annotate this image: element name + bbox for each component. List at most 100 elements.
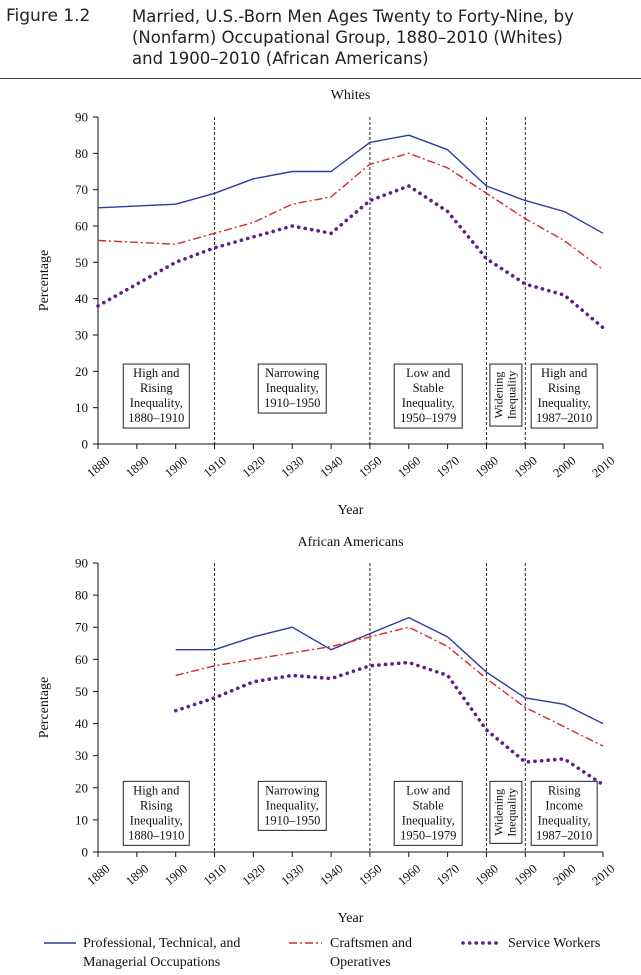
period-box-label: Stable: [413, 381, 445, 395]
period-box-label: Low and: [406, 783, 451, 797]
x-tick-label: 2000: [551, 454, 579, 481]
period-box-frame: [489, 363, 523, 427]
y-tick-label: 0: [82, 845, 89, 860]
x-tick-label: 1910: [201, 862, 229, 889]
period-box-label: 1910–1950: [264, 813, 320, 827]
y-axis-label: Percentage: [37, 250, 52, 311]
period-box-label: Inequality,: [266, 798, 319, 812]
x-tick-label: 1980: [473, 454, 501, 481]
legend-swatches: [44, 941, 502, 945]
period-box-label: Inequality,: [538, 396, 591, 410]
series-line-craftsmen: [175, 626, 604, 747]
chart-title: African Americans: [297, 535, 403, 550]
x-tick-label: 1910: [201, 454, 229, 481]
x-tick-label: 1880: [84, 862, 112, 889]
legend-item-craftsmen: Craftsmen and Operatives: [330, 934, 412, 972]
y-tick-label: 70: [75, 182, 88, 197]
x-tick-label: 1880: [84, 454, 112, 481]
period-box-label: High and: [133, 783, 180, 797]
x-tick-label: 1890: [123, 454, 151, 481]
y-tick-label: 10: [75, 400, 88, 415]
y-tick-label: 50: [75, 255, 88, 270]
x-tick-label: 1970: [434, 862, 462, 889]
x-tick-label: 1960: [395, 862, 423, 889]
period-box-label: 1987–2010: [536, 828, 592, 842]
x-tick-label: 1930: [279, 454, 307, 481]
period-box-label: Rising: [548, 783, 581, 797]
period-box-label: 1950–1979: [400, 828, 456, 842]
period-box-label: Widening: [492, 372, 506, 419]
legend-label: Operatives: [330, 955, 391, 970]
y-tick-label: 10: [75, 812, 88, 827]
period-box-frame: [257, 363, 327, 414]
figure-title-line: (Nonfarm) Occupational Group, 1880–2010 …: [132, 28, 563, 47]
period-box-label: 1987–2010: [536, 411, 592, 425]
period-box-label: Narrowing: [265, 783, 320, 797]
period-box-label: Income: [545, 798, 583, 812]
period-box-frame: [393, 780, 463, 846]
figure-title-line: Married, U.S.-Born Men Ages Twenty to Fo…: [132, 7, 574, 26]
period-box-label: 1910–1950: [264, 396, 320, 410]
period-box: Widening Inequality: [489, 363, 523, 427]
period-box-frame: [530, 780, 598, 846]
legend-item-service: Service Workers: [508, 934, 600, 953]
x-tick-label: 2000: [551, 862, 579, 889]
period-box-label: Narrowing: [265, 366, 320, 380]
chart-title: Whites: [331, 88, 371, 103]
x-tick-label: 2010: [589, 454, 617, 481]
y-tick-label: 80: [75, 146, 88, 161]
period-box-label: High and: [541, 366, 588, 380]
y-tick-label: 50: [75, 684, 88, 699]
period-box-frame: [257, 780, 327, 831]
legend: Professional, Technical, and Managerial …: [0, 934, 641, 974]
y-tick-label: 40: [75, 291, 88, 306]
period-box-frame: [489, 780, 523, 844]
series-line-service: [96, 184, 605, 330]
y-tick-label: 60: [75, 219, 88, 234]
y-tick-label: 90: [75, 110, 88, 125]
figure-title: Married, U.S.-Born Men Ages Twenty to Fo…: [132, 6, 636, 69]
y-tick-label: 80: [75, 588, 88, 603]
x-axis-label: Year: [338, 911, 364, 926]
header-rule: [0, 78, 641, 79]
legend-item-professional: Professional, Technical, and Managerial …: [83, 934, 240, 972]
period-box-label: Stable: [413, 798, 445, 812]
x-tick-label: 1920: [240, 454, 268, 481]
legend-label: Professional, Technical, and: [83, 936, 241, 951]
period-box-label: Inequality,: [130, 813, 183, 827]
x-tick-label: 1950: [356, 862, 384, 889]
period-box-label: Low and: [406, 366, 451, 380]
period-box-frame: [530, 363, 598, 429]
x-tick-label: 1890: [123, 862, 151, 889]
legend-label: Managerial Occupations: [83, 955, 221, 970]
x-tick-label: 1990: [512, 454, 540, 481]
x-tick-label: 1900: [162, 454, 190, 481]
period-box-label: Inequality,: [402, 813, 455, 827]
y-tick-label: 40: [75, 716, 88, 731]
x-tick-label: 1920: [240, 862, 268, 889]
period-box-label: Inequality,: [402, 396, 455, 410]
period-box-label: Rising: [548, 381, 581, 395]
period-box-label: High and: [133, 366, 180, 380]
x-axis-label: Year: [338, 503, 364, 518]
y-axis-label: Percentage: [37, 677, 52, 738]
y-tick-label: 20: [75, 364, 88, 379]
y-tick-label: 0: [82, 437, 89, 452]
series-line-service: [173, 660, 605, 787]
series-line-professional: [97, 134, 604, 234]
series-line-professional: [175, 616, 604, 725]
x-tick-label: 1900: [162, 862, 190, 889]
period-box: Widening Inequality: [489, 780, 523, 844]
period-box-label: 1880–1910: [128, 828, 184, 842]
legend-label: Service Workers: [508, 936, 601, 951]
period-box-label: Inequality,: [266, 381, 319, 395]
chart-panel-african-americans: African Americans 0 10 20 30 40 50 60 70 80 90 1880…: [37, 535, 618, 926]
x-tick-label: 1930: [279, 862, 307, 889]
y-tick-label: 70: [75, 620, 88, 635]
period-box-label: Rising: [140, 798, 173, 812]
period-box-label: Inequality,: [538, 813, 591, 827]
